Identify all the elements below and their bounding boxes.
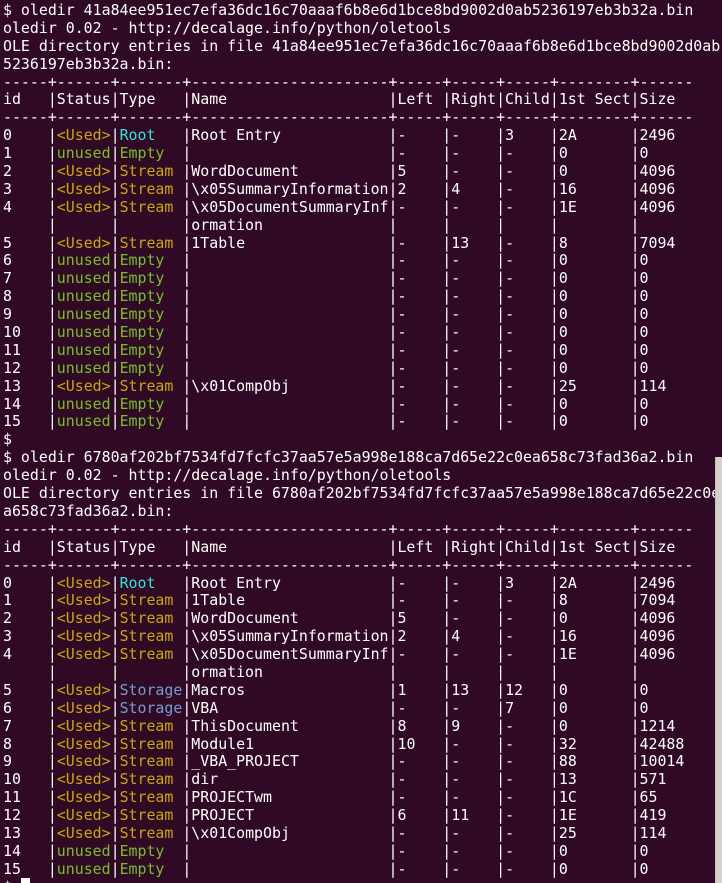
terminal-line: 0 |<Used>|Root |Root Entry |- |- |3 |2A … [3,126,694,145]
terminal-line: 11 |<Used>|Stream |PROJECTwm |- |- |- |1… [3,788,694,807]
terminal-line: 8 |unused|Empty | |- |- |- |0 |0 [3,287,694,306]
terminal-line: 0 |<Used>|Root |Root Entry |- |- |3 |2A … [3,573,694,592]
terminal-line: 5 |<Used>|Storage|Macros |1 |13 |12 |0 |… [3,680,694,699]
terminal-line: $ oledir 41a84ee951ec7efa36dc16c70aaaf6b… [3,1,694,19]
terminal-line: id |Status|Type |Name |Left |Right|Child… [3,90,694,109]
terminal-line: 1 |<Used>|Stream |1Table |- |- |- |8 |70… [3,591,694,610]
terminal-line: $ [3,877,722,883]
terminal-line: OLE directory entries in file 6780af202b… [3,484,721,503]
terminal-line: 10 |unused|Empty | |- |- |- |0 |0 [3,323,694,342]
terminal-line: 13 |<Used>|Stream |\x01CompObj |- |- |- … [3,376,694,395]
terminal-line: 12 |unused|Empty | |- |- |- |0 |0 [3,358,694,377]
terminal-line: -----+------+-------+-------------------… [3,555,694,574]
terminal-line: 10 |<Used>|Stream |dir |- |- |- |13 |571 [3,770,694,789]
terminal-line: OLE directory entries in file 41a84ee951… [3,36,721,55]
terminal-line: 9 |unused|Empty | |- |- |- |0 |0 [3,305,694,324]
terminal-line: 14 |unused|Empty | |- |- |- |0 |0 [3,394,694,413]
terminal-screen[interactable]: $ oledir 41a84ee951ec7efa36dc16c70aaaf6b… [3,1,722,883]
terminal-line: -----+------+-------+-------------------… [3,519,694,538]
terminal-line: 6 |<Used>|Storage|VBA |- |- |7 |0 |0 [3,698,694,717]
terminal-line: 2 |<Used>|Stream |WordDocument |5 |- |- … [3,162,694,181]
terminal-line: 13 |<Used>|Stream |\x01CompObj |- |- |- … [3,823,694,842]
terminal-line: 6 |unused|Empty | |- |- |- |0 |0 [3,251,694,270]
terminal-line: 7 |<Used>|Stream |ThisDocument |8 |9 |- … [3,716,694,735]
terminal-line: 7 |unused|Empty | |- |- |- |0 |0 [3,269,694,288]
terminal-line: 4 |<Used>|Stream |\x05DocumentSummaryInf… [3,645,694,664]
terminal-line: $ oledir 6780af202bf7534fd7fcfc37aa57e5a… [3,448,694,467]
terminal-line: 4 |<Used>|Stream |\x05DocumentSummaryInf… [3,197,694,216]
terminal-line: 2 |<Used>|Stream |WordDocument |5 |- |- … [3,609,694,628]
terminal-line: -----+------+-------+-------------------… [3,108,694,127]
terminal-line: 11 |unused|Empty | |- |- |- |0 |0 [3,340,694,359]
terminal-line: $ [3,430,12,449]
terminal-line: 1 |unused|Empty | |- |- |- |0 |0 [3,144,694,163]
terminal-line: -----+------+-------+-------------------… [3,72,694,91]
terminal-line: 9 |<Used>|Stream |_VBA_PROJECT |- |- |- … [3,752,694,771]
terminal-line: 14 |unused|Empty | |- |- |- |0 |0 [3,841,694,860]
terminal-line: 5 |<Used>|Stream |1Table |- |13 |- |8 |7… [3,233,694,252]
scrollbar-thumb[interactable] [715,457,722,883]
terminal-line: a658c73fad36a2.bin: [3,501,174,520]
terminal-line: 15 |unused|Empty | |- |- |- |0 |0 [3,412,694,431]
terminal-line: 8 |<Used>|Stream |Module1 |10 |- |- |32 … [3,734,694,753]
terminal-line: oledir 0.02 - http://decalage.info/pytho… [3,18,452,37]
terminal-cursor [20,877,30,883]
terminal-line: | | |ormation | | | | | [3,215,694,234]
terminal-line: oledir 0.02 - http://decalage.info/pytho… [3,466,452,485]
terminal-line: 5236197eb3b32a.bin: [3,54,174,73]
terminal-line: 12 |<Used>|Stream |PROJECT |6 |11 |- |1E… [3,806,694,825]
terminal-line: 3 |<Used>|Stream |\x05SummaryInformation… [3,179,694,198]
terminal-line: | | |ormation | | | | | [3,662,694,681]
terminal-line: 15 |unused|Empty | |- |- |- |0 |0 [3,859,694,878]
terminal-line: id |Status|Type |Name |Left |Right|Child… [3,537,694,556]
terminal-line: 3 |<Used>|Stream |\x05SummaryInformation… [3,627,694,646]
